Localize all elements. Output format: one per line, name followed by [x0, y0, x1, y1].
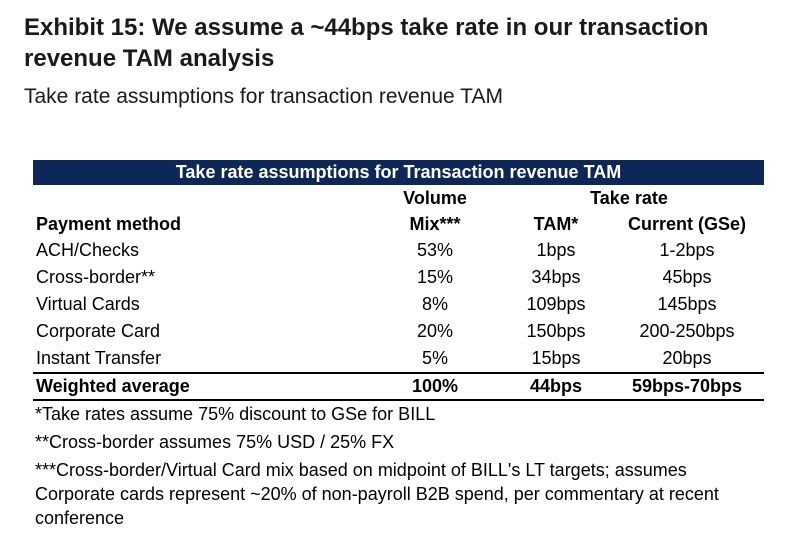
exhibit-subtitle: Take rate assumptions for transaction re… [24, 85, 503, 108]
table-banner: Take rate assumptions for Transaction re… [33, 160, 764, 185]
header-tam: TAM* [533, 214, 579, 234]
cell-tam: 15bps [531, 348, 581, 368]
footnote-mix: ***Cross-border/Virtual Card mix based o… [35, 460, 719, 528]
cell-tam: 109bps [526, 294, 586, 314]
cell-method: Corporate Card [36, 321, 161, 341]
cell-method: Cross-border** [36, 267, 156, 287]
weighted-average-row: Weighted average 100% 44bps 59bps-70bps [33, 372, 764, 401]
cell-current: 20bps [662, 348, 712, 368]
total-mix: 100% [411, 376, 459, 396]
cell-mix: 15% [416, 267, 454, 287]
header-volume: Volume [403, 188, 467, 208]
cell-mix: 53% [416, 240, 454, 260]
cell-mix: 20% [416, 321, 454, 341]
cell-current: 1-2bps [659, 240, 715, 260]
total-method: Weighted average [36, 376, 190, 396]
header-row-top: Volume Take rate [33, 185, 764, 211]
take-rate-table: Take rate assumptions for Transaction re… [33, 160, 764, 401]
header-payment-method: Payment method [36, 214, 182, 234]
header-take-rate: Take rate [590, 188, 668, 208]
cell-mix: 5% [421, 348, 448, 368]
table-row: Instant Transfer 5% 15bps 20bps [33, 345, 764, 372]
total-tam: 44bps [529, 376, 583, 396]
exhibit-title: Exhibit 15: We assume a ~44bps take rate… [24, 14, 709, 72]
table-row: Corporate Card 20% 150bps 200-250bps [33, 318, 764, 345]
header-current: Current (GSe) [627, 214, 746, 234]
table-row: Cross-border** 15% 34bps 45bps [33, 264, 764, 291]
cell-tam: 1bps [536, 240, 576, 260]
cell-mix: 8% [421, 294, 448, 314]
footnote-take-rates: *Take rates assume 75% discount to GSe f… [35, 404, 436, 424]
cell-tam: 150bps [526, 321, 586, 341]
cell-method: Instant Transfer [36, 348, 162, 368]
cell-method: Virtual Cards [36, 294, 140, 314]
cell-current: 145bps [657, 294, 717, 314]
total-current: 59bps-70bps [631, 376, 743, 396]
cell-current: 45bps [662, 267, 712, 287]
table-row: ACH/Checks 53% 1bps 1-2bps [33, 237, 764, 264]
footnotes: *Take rates assume 75% discount to GSe f… [35, 402, 765, 530]
header-row: Payment method Mix*** TAM* Current (GSe) [33, 211, 764, 237]
cell-method: ACH/Checks [36, 240, 140, 260]
footnote-cross-border: **Cross-border assumes 75% USD / 25% FX [35, 432, 395, 452]
table-row: Virtual Cards 8% 109bps 145bps [33, 291, 764, 318]
cell-tam: 34bps [531, 267, 581, 287]
cell-current: 200-250bps [639, 321, 735, 341]
header-mix: Mix*** [409, 214, 461, 234]
